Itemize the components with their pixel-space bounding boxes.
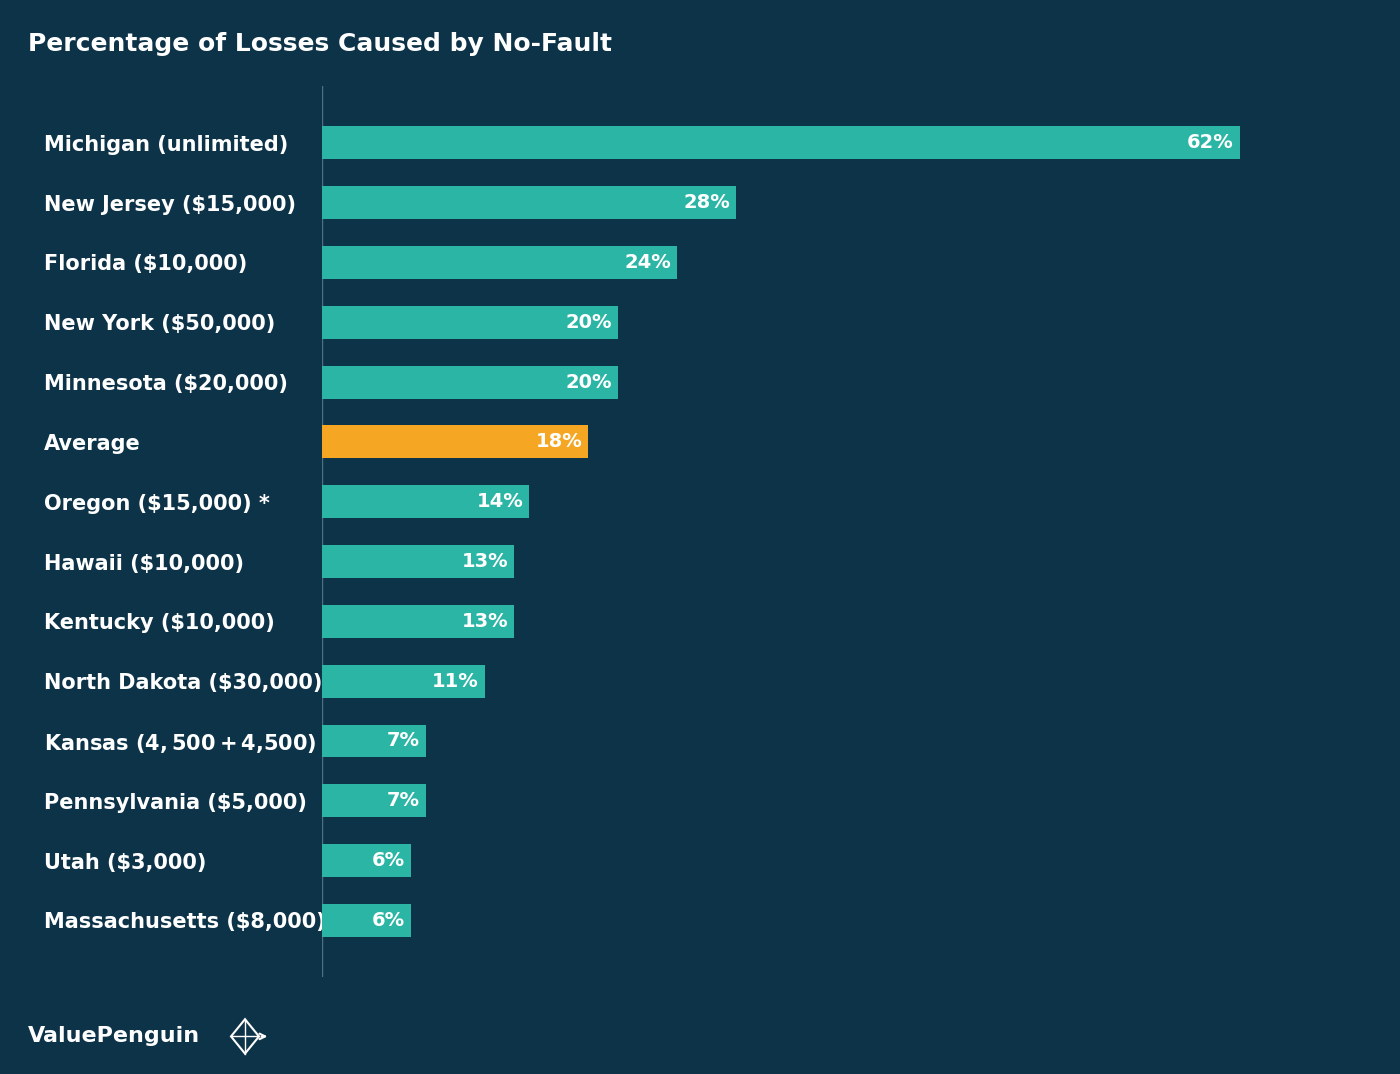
Text: 20%: 20% — [566, 373, 612, 392]
Text: 6%: 6% — [372, 911, 405, 930]
Bar — [322, 485, 529, 518]
Bar — [322, 546, 514, 578]
Text: 62%: 62% — [1187, 133, 1233, 153]
Text: 7%: 7% — [386, 731, 420, 751]
Text: 18%: 18% — [536, 433, 582, 451]
Bar — [322, 665, 484, 698]
Bar — [322, 186, 736, 219]
Bar — [322, 784, 426, 817]
Bar — [322, 904, 410, 937]
Text: 6%: 6% — [372, 851, 405, 870]
Text: 24%: 24% — [624, 253, 671, 272]
Bar — [322, 246, 678, 279]
Bar — [322, 127, 1239, 159]
Text: 7%: 7% — [386, 792, 420, 810]
Text: 28%: 28% — [683, 193, 731, 213]
Text: 13%: 13% — [462, 552, 508, 571]
Bar — [322, 725, 426, 757]
Text: 14%: 14% — [476, 492, 524, 511]
Text: 20%: 20% — [566, 313, 612, 332]
Bar — [322, 844, 410, 877]
Bar — [322, 605, 514, 638]
Text: 11%: 11% — [433, 671, 479, 691]
Bar — [322, 365, 617, 398]
Text: Percentage of Losses Caused by No-Fault: Percentage of Losses Caused by No-Fault — [28, 32, 612, 56]
Text: ValuePenguin: ValuePenguin — [28, 1026, 200, 1046]
Text: 13%: 13% — [462, 612, 508, 630]
Bar — [322, 425, 588, 459]
Bar — [322, 306, 617, 338]
